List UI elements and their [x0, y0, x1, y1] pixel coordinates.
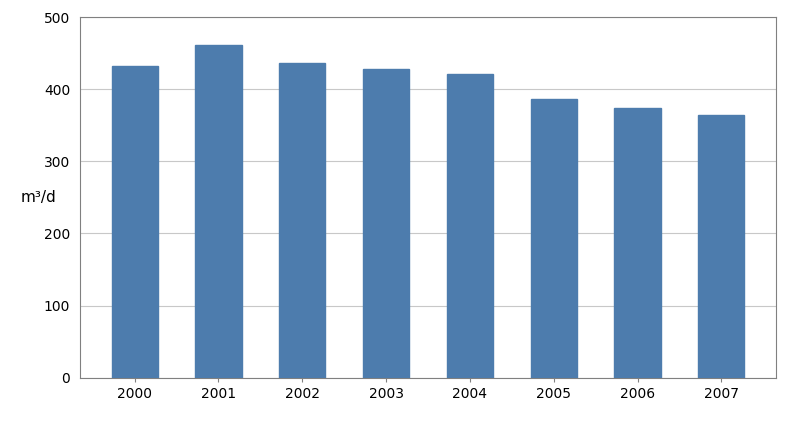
Bar — [530, 99, 577, 378]
Bar — [447, 74, 493, 378]
Bar — [279, 63, 326, 378]
Bar — [614, 108, 661, 378]
Bar — [363, 69, 409, 378]
Bar — [698, 115, 744, 378]
Bar — [195, 45, 242, 378]
Bar — [112, 66, 158, 378]
Y-axis label: m³/d: m³/d — [21, 190, 56, 205]
